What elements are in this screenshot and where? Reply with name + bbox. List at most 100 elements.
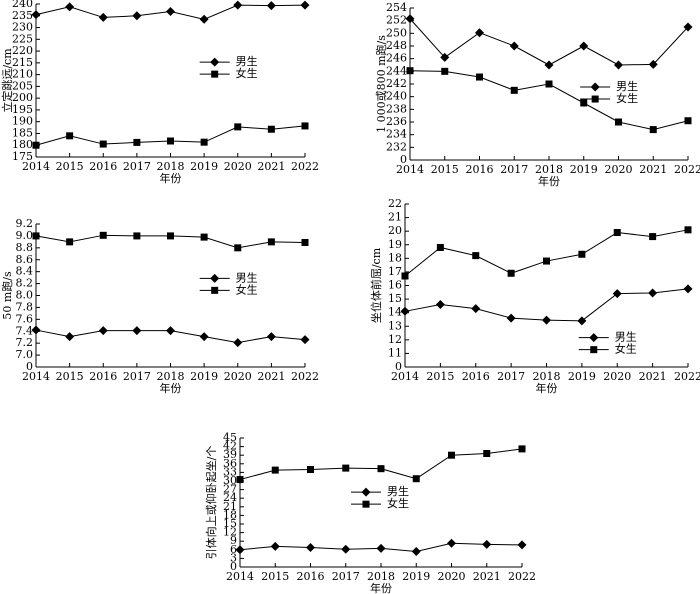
data-point [199,332,209,342]
data-point [270,541,280,551]
x-tick-label: 2014 [391,370,419,383]
x-tick-label: 2016 [462,370,490,383]
x-tick-label: 2015 [426,370,454,383]
y-tick-label: 195 [12,103,33,116]
data-point [234,123,242,131]
legend-label: 女生 [236,282,258,296]
data-point [545,80,553,88]
y-tick-label: 21 [223,500,237,513]
y-tick-label: 205 [12,79,33,92]
data-point [200,233,208,241]
data-point [377,465,385,473]
y-tick-label: 36 [223,457,237,470]
y-tick-label: 180 [12,138,33,151]
x-tick-label: 2021 [639,370,667,383]
y-tick-label: 240 [386,90,407,103]
data-point [271,466,279,474]
data-point [506,313,516,323]
y-tick-label: 33 [223,465,237,478]
y-tick-label: 248 [386,39,407,52]
y-tick-label: 3 [230,551,237,564]
chart-panel: 7.07.27.47.67.88.08.28.48.68.89.09.20201… [0,217,319,395]
x-tick-label: 2022 [674,163,700,176]
legend-label: 女生 [236,66,258,80]
x-tick-label: 2014 [22,160,50,173]
y-axis-label: 引体向上或仰卧起坐/个 [204,446,218,560]
y-tick-label: 15 [388,292,402,305]
x-tick-label: 2018 [157,370,185,383]
data-point [648,288,658,298]
y-tick-label: 22 [388,197,402,210]
x-tick-label: 2016 [466,163,494,176]
y-tick-label: 14 [388,306,402,319]
data-point [683,284,693,294]
data-point [543,257,550,265]
x-tick-label: 2018 [157,160,185,173]
x-tick-label: 2017 [500,163,528,176]
series-line [404,229,689,277]
x-tick-label: 2019 [190,160,218,173]
y-tick-label: 235 [12,9,33,22]
legend-marker [589,333,599,343]
x-axis-label: 年份 [160,381,182,395]
data-point [440,52,450,62]
y-tick-label: 238 [386,102,407,115]
y-tick-label: 15 [223,517,237,530]
x-tick-label: 2014 [22,370,50,383]
y-tick-label: 27 [223,483,237,496]
y-tick-label: 7.0 [16,348,34,361]
x-tick-label: 2019 [402,570,430,583]
y-tick-label: 240 [12,0,33,10]
x-tick-label: 2021 [639,163,667,176]
y-tick-label: 20 [388,224,402,237]
data-point [542,315,551,325]
data-point [233,0,243,10]
data-point [509,41,519,51]
x-tick-label: 2015 [56,160,84,173]
data-point [31,325,41,335]
y-tick-label: 17 [388,265,402,278]
x-axis-label: 年份 [538,174,560,188]
x-tick-label: 2017 [123,370,151,383]
legend-label: 女生 [616,91,638,105]
data-point [614,60,623,70]
y-tick-label: 12 [388,333,402,346]
data-point [133,138,141,146]
y-tick-label: 234 [386,128,407,141]
y-axis-label: 立定跳远/cm [0,48,14,113]
data-point [32,141,40,149]
data-point [577,316,587,326]
data-point [341,544,351,554]
data-point [684,226,692,234]
x-axis-label: 年份 [536,381,558,395]
data-point [436,243,444,251]
data-point [615,118,622,126]
x-tick-label: 2017 [332,570,360,583]
legend-marker [211,70,219,78]
data-point [648,59,658,69]
y-tick-label: 244 [386,64,407,77]
x-tick-label: 2021 [473,570,501,583]
x-tick-label: 2020 [224,160,252,173]
data-point [683,22,693,32]
x-tick-label: 2015 [431,163,459,176]
data-point [400,306,410,316]
data-point [98,12,108,22]
data-point [166,326,175,336]
y-tick-label: 230 [12,21,33,34]
data-point [483,449,491,457]
x-axis-label: 年份 [370,581,392,594]
data-point [132,11,142,21]
data-point [518,445,526,453]
x-tick-label: 2015 [56,370,84,383]
y-tick-label: 30 [223,474,237,487]
y-tick-label: 175 [12,150,33,163]
data-point [267,125,275,133]
y-tick-label: 18 [223,508,237,521]
data-point [233,338,243,348]
data-point [65,332,75,342]
x-tick-label: 2016 [89,370,117,383]
legend-label: 男生 [236,270,258,284]
x-tick-label: 2018 [535,163,563,176]
